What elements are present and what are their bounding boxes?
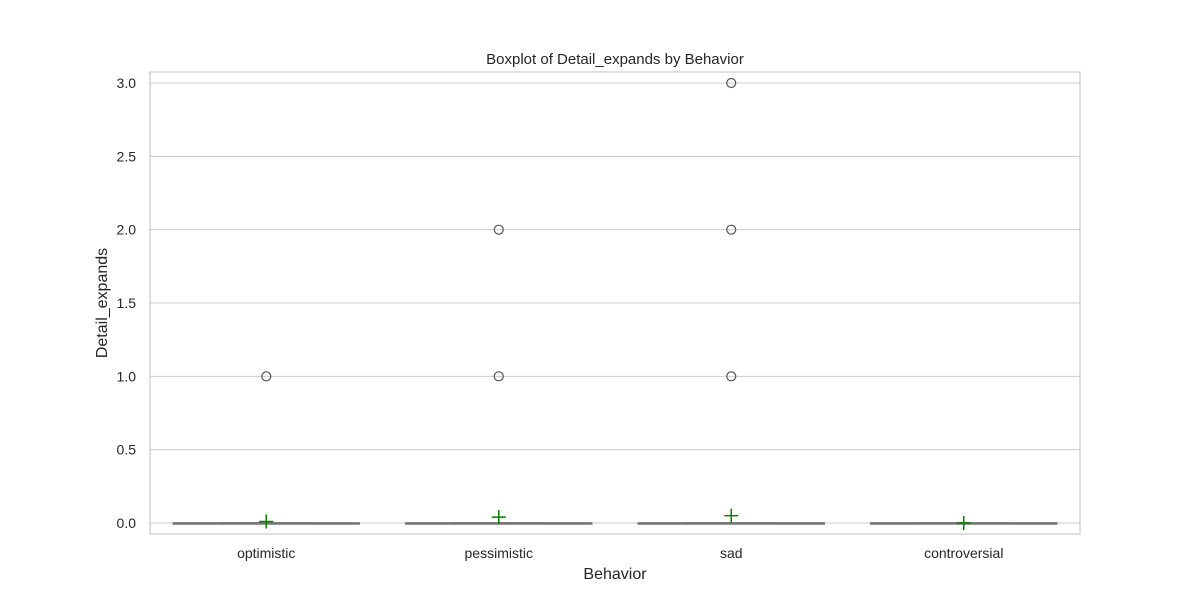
y-axis-label: Detail_expands (94, 248, 111, 358)
mean-marker (259, 514, 274, 529)
outlier-point (493, 224, 504, 235)
y-tick-labels: 0.0 0.5 1.0 1.5 2.0 2.5 3.0 (117, 75, 137, 531)
box-group-sad (637, 77, 825, 525)
outlier-point (726, 371, 737, 382)
x-tick-label: controversial (924, 545, 1003, 561)
x-tick-label: sad (720, 545, 743, 561)
x-axis-label: Behavior (583, 566, 647, 583)
outlier-point (261, 371, 272, 382)
outlier-point (726, 224, 737, 235)
outlier-point (726, 77, 737, 89)
box-group-optimistic (172, 371, 360, 529)
grid-layer (150, 82, 1080, 524)
y-tick-label: 0.5 (117, 442, 137, 458)
y-tick-label: 0.0 (117, 515, 137, 531)
box-group-controversial (870, 516, 1058, 530)
y-tick-label: 1.5 (117, 295, 137, 311)
x-tick-labels: optimistic pessimistic sad controversial (237, 545, 1003, 561)
chart-title: Boxplot of Detail_expands by Behavior (486, 51, 744, 68)
outlier-point (493, 371, 504, 382)
marks-layer (172, 77, 1058, 530)
mean-marker (491, 510, 506, 525)
y-tick-label: 2.5 (117, 148, 137, 164)
x-tick-label: optimistic (237, 545, 295, 561)
mean-marker (956, 516, 971, 530)
plot-frame (149, 71, 1081, 535)
y-tick-label: 3.0 (117, 75, 137, 91)
y-tick-label: 1.0 (117, 368, 137, 384)
box-group-pessimistic (405, 224, 593, 525)
y-tick-label: 2.0 (117, 222, 137, 238)
mean-marker (724, 508, 739, 523)
x-tick-label: pessimistic (465, 545, 533, 561)
